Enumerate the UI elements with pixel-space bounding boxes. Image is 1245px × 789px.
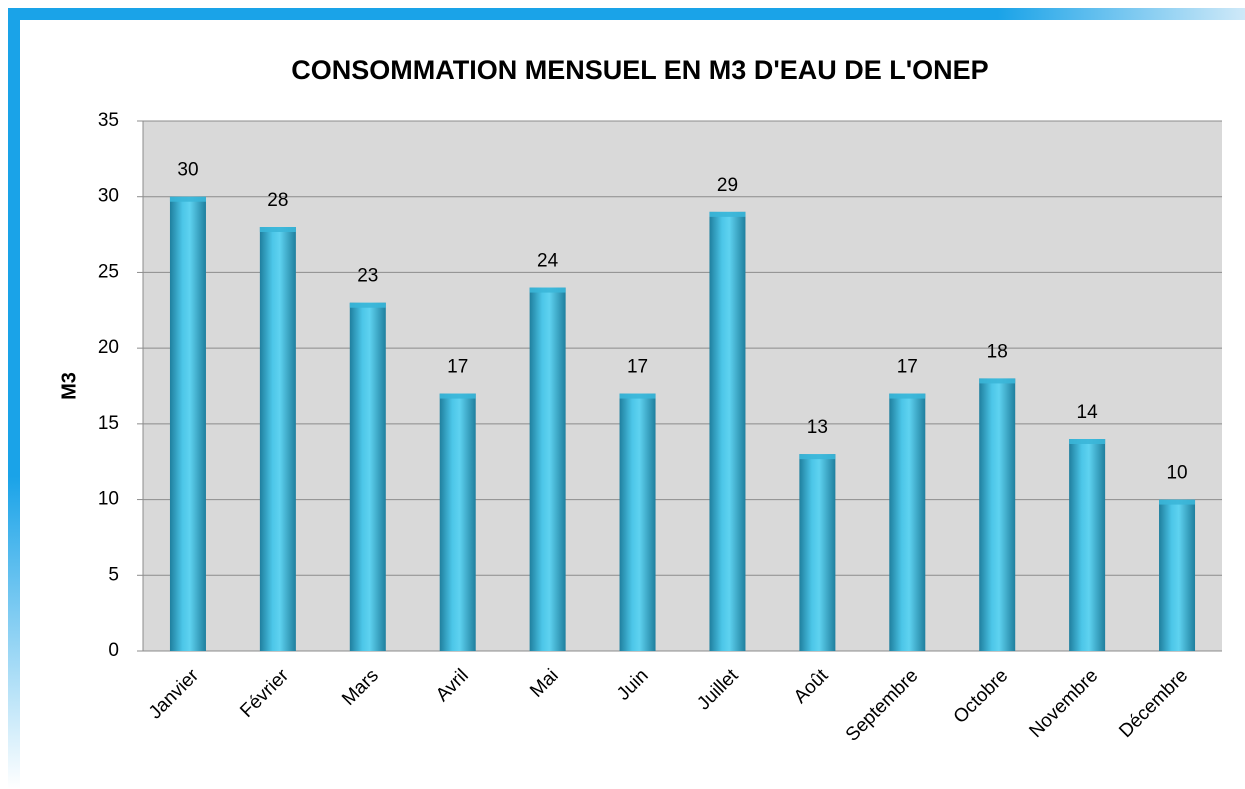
- chart-title: CONSOMMATION MENSUEL EN M3 D'EAU DE L'ON…: [291, 55, 988, 85]
- plot-area: [143, 121, 1222, 651]
- bar-cap: [349, 302, 386, 308]
- bar-cap: [439, 393, 476, 399]
- bar-cap: [619, 393, 656, 399]
- bar-cap: [169, 196, 206, 202]
- data-label: 17: [447, 357, 468, 378]
- y-tick-label: 15: [98, 413, 119, 434]
- bar: [1159, 499, 1196, 651]
- y-tick-label: 30: [98, 186, 119, 207]
- y-tick-label: 25: [98, 261, 119, 282]
- data-label: 18: [987, 341, 1008, 362]
- bar: [619, 393, 656, 651]
- data-label: 23: [357, 266, 378, 287]
- y-tick-label: 35: [98, 110, 119, 131]
- data-label: 17: [627, 357, 648, 378]
- data-label: 29: [717, 175, 738, 196]
- frame-left: [8, 8, 20, 789]
- bar: [439, 393, 476, 651]
- bar-cap: [1069, 439, 1106, 444]
- data-label: 30: [177, 160, 198, 181]
- bar: [169, 196, 206, 651]
- data-label: 14: [1077, 402, 1099, 423]
- data-label: 24: [537, 251, 559, 272]
- bar: [259, 227, 296, 651]
- data-label: 28: [267, 190, 288, 211]
- bar: [1069, 439, 1106, 651]
- frame-top: [8, 8, 1245, 20]
- y-tick-label: 10: [98, 489, 119, 510]
- bar: [799, 454, 836, 651]
- bar: [889, 393, 926, 651]
- y-tick-label: 5: [108, 564, 119, 585]
- y-tick-label: 0: [108, 640, 119, 661]
- y-tick-label: 20: [98, 337, 119, 358]
- y-axis-title: M3: [58, 372, 80, 400]
- bar-cap: [889, 393, 926, 399]
- bar-cap: [1159, 499, 1196, 505]
- bar-cap: [799, 454, 836, 460]
- bar: [349, 302, 386, 651]
- bar: [979, 378, 1016, 651]
- bar-cap: [709, 211, 746, 217]
- data-label: 10: [1166, 463, 1187, 484]
- bar-cap: [529, 287, 566, 293]
- bar-cap: [259, 227, 296, 232]
- data-label: 13: [807, 417, 828, 438]
- data-label: 17: [897, 357, 918, 378]
- bar: [529, 287, 566, 651]
- bar-cap: [979, 378, 1016, 384]
- bar: [709, 211, 746, 651]
